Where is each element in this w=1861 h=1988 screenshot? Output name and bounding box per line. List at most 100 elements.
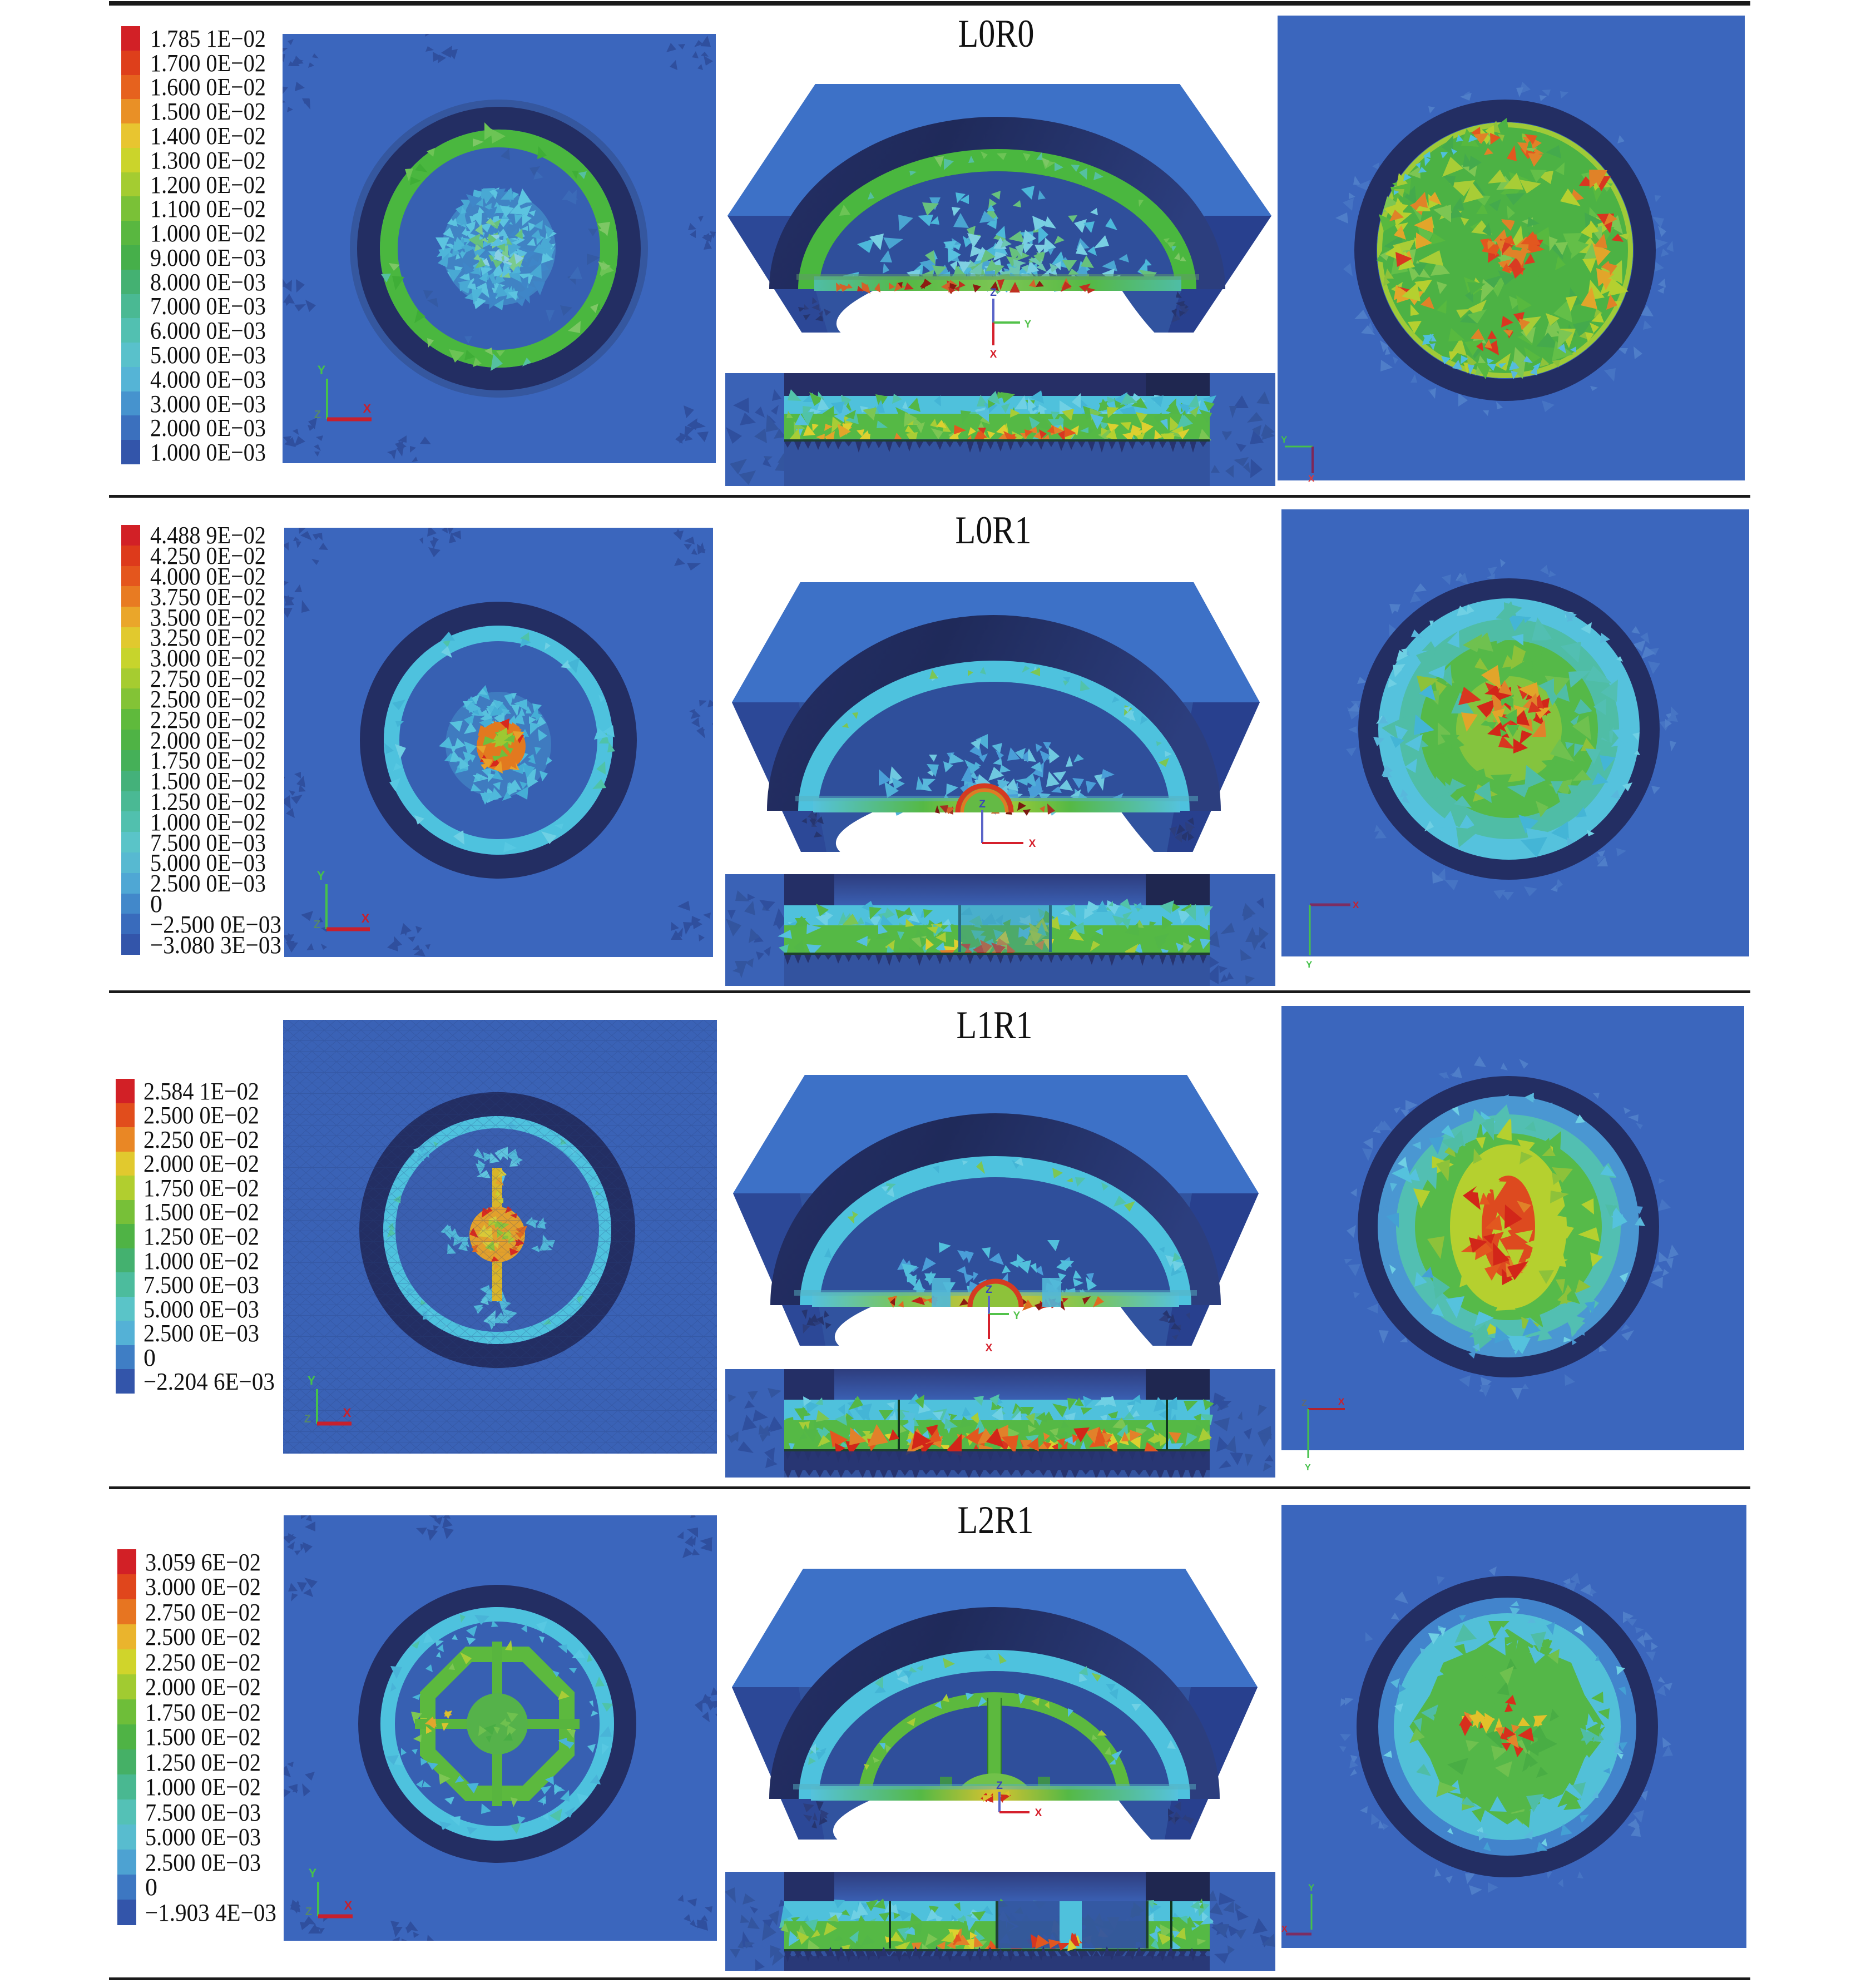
- svg-text:4.000 0E−03: 4.000 0E−03: [150, 366, 266, 393]
- svg-text:1.750 0E−02: 1.750 0E−02: [143, 1174, 259, 1202]
- svg-text:3.250 0E−02: 3.250 0E−02: [150, 624, 266, 651]
- svg-text:1.500 0E−02: 1.500 0E−02: [150, 767, 266, 795]
- svg-text:Y: Y: [1306, 959, 1313, 970]
- svg-text:2.000 0E−02: 2.000 0E−02: [150, 727, 266, 754]
- svg-text:1.600 0E−02: 1.600 0E−02: [150, 73, 266, 101]
- svg-text:Z: Z: [986, 1284, 992, 1296]
- svg-text:1.400 0E−02: 1.400 0E−02: [150, 122, 266, 150]
- svg-text:Y: Y: [317, 869, 325, 883]
- svg-text:0: 0: [150, 890, 162, 918]
- svg-text:2.000 0E−02: 2.000 0E−02: [143, 1150, 259, 1177]
- svg-text:7.000 0E−03: 7.000 0E−03: [150, 293, 266, 320]
- svg-text:2.250 0E−02: 2.250 0E−02: [145, 1649, 261, 1676]
- svg-text:7.500 0E−03: 7.500 0E−03: [145, 1799, 261, 1826]
- svg-text:X: X: [1281, 1925, 1288, 1934]
- svg-text:Y: Y: [1024, 319, 1032, 330]
- svg-text:5.000 0E−03: 5.000 0E−03: [150, 341, 266, 369]
- svg-text:2.000 0E−02: 2.000 0E−02: [145, 1673, 261, 1701]
- svg-text:1.250 0E−02: 1.250 0E−02: [143, 1223, 259, 1250]
- svg-text:Z: Z: [996, 1780, 1003, 1792]
- svg-text:9.000 0E−03: 9.000 0E−03: [150, 244, 266, 271]
- svg-text:X: X: [343, 1406, 352, 1420]
- svg-text:Y: Y: [1308, 1882, 1315, 1893]
- svg-text:1.300 0E−02: 1.300 0E−02: [150, 147, 266, 174]
- svg-text:Y: Y: [318, 363, 326, 377]
- svg-text:1.100 0E−02: 1.100 0E−02: [150, 195, 266, 222]
- svg-text:1.750 0E−02: 1.750 0E−02: [150, 747, 266, 774]
- svg-text:2.000 0E−03: 2.000 0E−03: [150, 414, 266, 442]
- svg-text:4.000 0E−02: 4.000 0E−02: [150, 563, 266, 590]
- svg-text:Z: Z: [990, 287, 997, 299]
- svg-text:1.700 0E−02: 1.700 0E−02: [150, 49, 266, 77]
- svg-text:2.500 0E−02: 2.500 0E−02: [150, 686, 266, 713]
- svg-text:2.500 0E−02: 2.500 0E−02: [143, 1102, 259, 1129]
- svg-text:Z: Z: [1301, 1399, 1307, 1408]
- svg-text:1.000 0E−02: 1.000 0E−02: [145, 1773, 261, 1801]
- svg-text:2.584 1E−02: 2.584 1E−02: [143, 1078, 259, 1105]
- svg-text:4.488 9E−02: 4.488 9E−02: [150, 522, 266, 549]
- svg-text:Y: Y: [1281, 434, 1288, 445]
- svg-text:5.000 0E−03: 5.000 0E−03: [145, 1823, 261, 1851]
- svg-text:L0R1: L0R1: [956, 509, 1032, 552]
- svg-text:L0R0: L0R0: [958, 12, 1035, 56]
- svg-text:1.000 0E−02: 1.000 0E−02: [150, 809, 266, 836]
- svg-text:2.500 0E−03: 2.500 0E−03: [150, 870, 266, 897]
- svg-text:Y: Y: [309, 1866, 317, 1880]
- svg-text:1.200 0E−02: 1.200 0E−02: [150, 171, 266, 199]
- svg-text:0: 0: [145, 1873, 157, 1901]
- svg-text:1.250 0E−02: 1.250 0E−02: [150, 788, 266, 815]
- svg-text:−1.903 4E−03: −1.903 4E−03: [145, 1899, 276, 1926]
- svg-text:1.500 0E−02: 1.500 0E−02: [145, 1723, 261, 1751]
- svg-text:1.000 0E−03: 1.000 0E−03: [150, 439, 266, 466]
- svg-text:X: X: [363, 401, 372, 415]
- svg-text:3.750 0E−02: 3.750 0E−02: [150, 583, 266, 611]
- svg-text:X: X: [986, 1342, 993, 1354]
- svg-text:X: X: [344, 1898, 353, 1912]
- svg-text:4.250 0E−02: 4.250 0E−02: [150, 542, 266, 569]
- svg-text:Y: Y: [1305, 1463, 1311, 1473]
- svg-text:7.500 0E−03: 7.500 0E−03: [143, 1271, 259, 1298]
- svg-text:3.000 0E−02: 3.000 0E−02: [145, 1573, 261, 1600]
- svg-text:1.500 0E−02: 1.500 0E−02: [150, 98, 266, 125]
- svg-text:0: 0: [143, 1344, 156, 1371]
- svg-text:2.500 0E−03: 2.500 0E−03: [143, 1320, 259, 1347]
- svg-text:Z: Z: [979, 799, 986, 810]
- svg-text:X: X: [1029, 838, 1036, 850]
- svg-text:3.000 0E−03: 3.000 0E−03: [150, 390, 266, 418]
- svg-text:X: X: [990, 349, 997, 360]
- svg-text:1.000 0E−02: 1.000 0E−02: [150, 220, 266, 247]
- svg-text:1.500 0E−02: 1.500 0E−02: [143, 1198, 259, 1226]
- svg-text:L2R1: L2R1: [958, 1499, 1034, 1542]
- svg-text:1.750 0E−02: 1.750 0E−02: [145, 1699, 261, 1726]
- svg-text:1.785 1E−02: 1.785 1E−02: [150, 25, 266, 52]
- svg-text:2.500 0E−02: 2.500 0E−02: [145, 1623, 261, 1650]
- svg-text:6.000 0E−03: 6.000 0E−03: [150, 317, 266, 344]
- svg-text:2.750 0E−02: 2.750 0E−02: [150, 665, 266, 692]
- svg-text:2.750 0E−02: 2.750 0E−02: [145, 1599, 261, 1626]
- svg-text:X: X: [1338, 1396, 1345, 1407]
- svg-text:2.500 0E−03: 2.500 0E−03: [145, 1849, 261, 1876]
- svg-text:X: X: [1308, 473, 1315, 484]
- svg-text:Y: Y: [1013, 1310, 1021, 1322]
- svg-text:5.000 0E−03: 5.000 0E−03: [150, 849, 266, 876]
- svg-text:1.000 0E−02: 1.000 0E−02: [143, 1247, 259, 1275]
- svg-text:Y: Y: [308, 1374, 316, 1387]
- svg-text:−2.204 6E−03: −2.204 6E−03: [143, 1368, 275, 1395]
- svg-text:X: X: [362, 911, 370, 925]
- svg-text:2.250 0E−02: 2.250 0E−02: [143, 1126, 259, 1153]
- svg-text:1.250 0E−02: 1.250 0E−02: [145, 1749, 261, 1776]
- svg-text:3.059 6E−02: 3.059 6E−02: [145, 1549, 261, 1576]
- svg-text:8.000 0E−03: 8.000 0E−03: [150, 269, 266, 296]
- svg-text:Z: Z: [314, 409, 321, 421]
- svg-text:−3.080 3E−03: −3.080 3E−03: [150, 931, 281, 959]
- svg-text:−2.500 0E−03: −2.500 0E−03: [150, 911, 281, 938]
- svg-text:X: X: [1035, 1807, 1042, 1819]
- svg-text:7.500 0E−03: 7.500 0E−03: [150, 829, 266, 856]
- svg-text:Z: Z: [314, 919, 320, 931]
- svg-text:X: X: [1353, 900, 1359, 910]
- svg-text:Z: Z: [305, 1906, 312, 1918]
- svg-text:3.500 0E−02: 3.500 0E−02: [150, 604, 266, 631]
- svg-text:Z: Z: [304, 1413, 311, 1425]
- svg-text:3.000 0E−02: 3.000 0E−02: [150, 645, 266, 672]
- svg-text:5.000 0E−03: 5.000 0E−03: [143, 1296, 259, 1323]
